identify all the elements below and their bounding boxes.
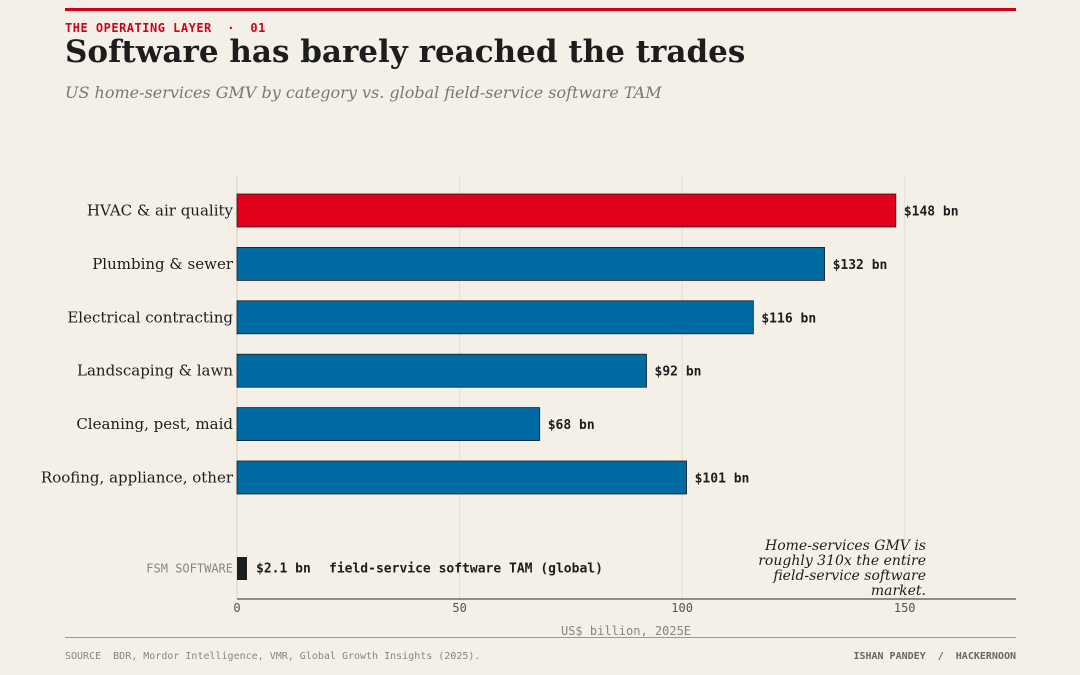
x-tick-label: 0: [233, 601, 240, 615]
category-label: HVAC & air quality: [87, 202, 234, 220]
bar: [236, 407, 541, 442]
category-label: Roofing, appliance, other: [41, 469, 234, 487]
section-kicker: THE OPERATING LAYER · 01: [65, 21, 266, 35]
category-label: Plumbing & sewer: [92, 255, 234, 273]
category-label: Landscaping & lawn: [77, 362, 233, 380]
chart-subtitle: US home-services GMV by category vs. glo…: [65, 83, 662, 102]
bar: [236, 460, 687, 495]
footer-rule: [65, 637, 1016, 638]
byline: ISHAN PANDEY / HACKERNOON: [853, 651, 1016, 662]
x-tick-label: 50: [452, 601, 466, 615]
fsm-bar: [237, 557, 247, 580]
value-label: $92 bn: [655, 365, 702, 380]
category-label: Electrical contracting: [67, 308, 233, 326]
top-accent-rule: [65, 8, 1016, 11]
source-note: SOURCE BDR, Mordor Intelligence, VMR, Gl…: [65, 651, 481, 662]
bar: [236, 246, 825, 281]
bar: [236, 353, 647, 388]
fsm-tag: FSM SOFTWARE: [146, 562, 233, 576]
labels: HVAC & air quality $148 bn Plumbing & sewe…: [41, 202, 959, 577]
x-axis: 0 50 100 150 US$ billion, 2025E: [233, 598, 1016, 638]
annotation-line: market.: [871, 583, 926, 599]
fsm-description: field-service software TAM (global): [329, 562, 603, 577]
fsm-value-label: $2.1 bn: [256, 562, 311, 577]
bars: [236, 193, 897, 580]
value-label: $68 bn: [548, 418, 595, 433]
annotation-line: field-service software: [772, 568, 926, 584]
x-axis-title: US$ billion, 2025E: [561, 624, 691, 638]
bar: [236, 300, 754, 335]
annotation-line: Home-services GMV is: [764, 538, 926, 554]
value-label: $101 bn: [695, 472, 750, 487]
bar: [236, 193, 897, 228]
value-label: $116 bn: [761, 311, 816, 326]
value-label: $132 bn: [833, 258, 888, 273]
value-label: $148 bn: [904, 205, 959, 220]
category-label: Cleaning, pest, maid: [76, 415, 233, 433]
x-tick-label: 100: [671, 601, 693, 615]
annotation-line: roughly 310x the entire: [758, 553, 926, 569]
x-tick-label: 150: [894, 601, 916, 615]
chart-title: Software has barely reached the trades: [65, 34, 746, 70]
